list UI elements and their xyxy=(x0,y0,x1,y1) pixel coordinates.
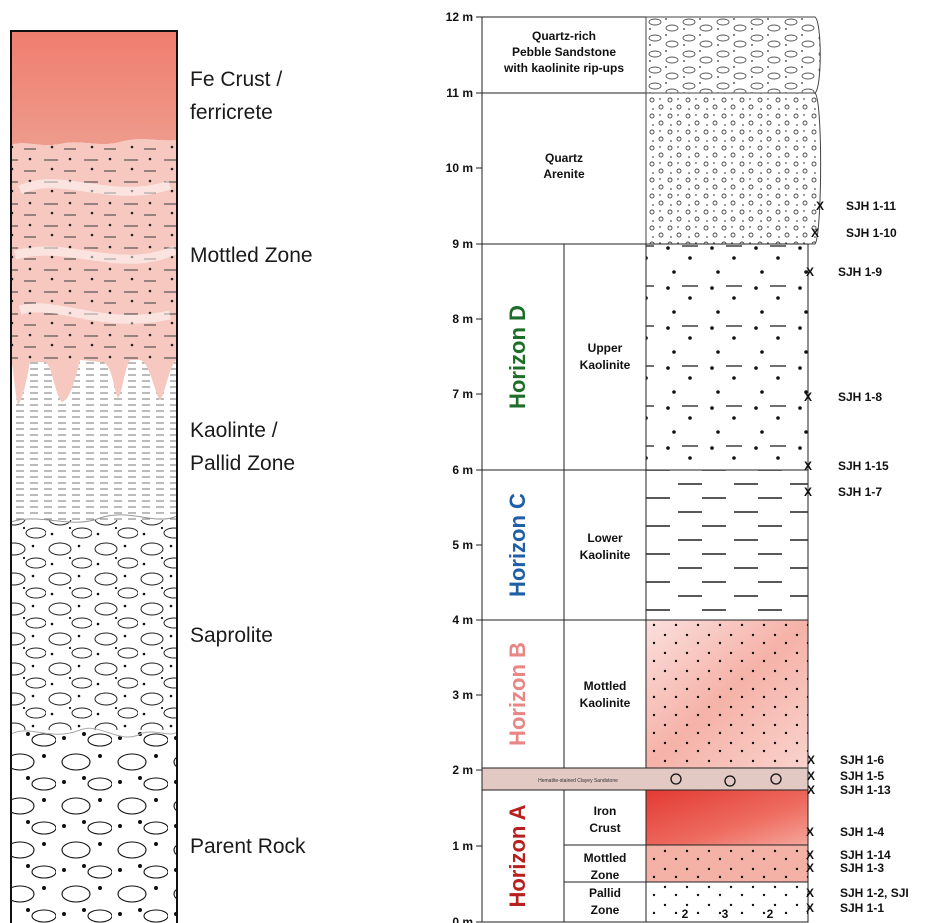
iron-crust-lithology xyxy=(645,789,809,846)
lower-kaolinite-lithology xyxy=(645,469,809,621)
fe-crust-zone xyxy=(11,31,177,146)
sample-label: SJH 1-13 xyxy=(840,783,891,797)
sample-label: SJH 1-11 xyxy=(846,199,896,213)
pebble-sandstone-unit xyxy=(481,16,647,94)
sample-x-marker: X xyxy=(806,901,814,915)
sample-x-marker: X xyxy=(816,199,824,213)
sample-label: SJH 1-1 xyxy=(840,901,884,915)
depth-tick-label: 7 m xyxy=(452,387,473,401)
sample-label: SJH 1-5 xyxy=(840,769,884,783)
sample-label: SJH 1-15 xyxy=(838,459,889,473)
depth-tick-label: 10 m xyxy=(446,161,473,175)
sample-x-marker: X xyxy=(806,825,814,839)
sample-markers: X SJH 1-11 X SJH 1-10 X SJH 1-9 X SJH 1-8 X SJH 1… xyxy=(804,199,909,915)
unit-labels: Quartz-rich Pebble Sandstone with kaolinit… xyxy=(503,29,774,921)
zone-label-4: Parent Rock xyxy=(190,835,306,858)
unit-label-6: Pallid Zone xyxy=(589,886,621,917)
quartz-arenite-label: Quartz Arenite xyxy=(543,151,585,181)
pallid-marker: 2 xyxy=(767,907,774,921)
sample-x-marker: X xyxy=(804,459,812,473)
sample-x-marker: X xyxy=(806,861,814,875)
sample-x-marker: X xyxy=(804,485,812,499)
unit-label-2: Mottled Kaolinite xyxy=(580,679,631,710)
pebble-sandstone-lithology xyxy=(645,16,821,94)
depth-tick-label: 4 m xyxy=(452,613,473,627)
profile-zone-labels: Fe Crust / ferricrete Mottled Zone Kaolinte… xyxy=(190,68,313,858)
sample-x-marker: X xyxy=(807,769,815,783)
unit-label-4: Iron Crust xyxy=(589,804,620,835)
horizon-label: Horizon D xyxy=(505,305,530,409)
sample-label: SJH 1-4 xyxy=(840,825,884,839)
depth-tick-label: 8 m xyxy=(452,312,473,326)
depth-tick-label: 1 m xyxy=(452,839,473,853)
unit-label-5: Mottled Zone xyxy=(584,851,627,882)
sample-label: SJH 1-2, SJI xyxy=(840,886,909,900)
hematite-sandstone-label: Hematite-stained Clayey Sandstone xyxy=(538,778,618,784)
sample-label: SJH 1-9 xyxy=(838,265,882,279)
quartz-arenite-lithology xyxy=(645,92,822,245)
depth-tick-label: 11 m xyxy=(446,86,473,100)
pallid-marker: 3 xyxy=(722,907,729,921)
sample-label: SJH 1-7 xyxy=(838,485,882,499)
sample-x-marker: X xyxy=(804,390,812,404)
sample-label: SJH 1-8 xyxy=(838,390,882,404)
horizon-label: Horizon B xyxy=(505,642,530,746)
saprolite-zone xyxy=(11,520,177,730)
sample-label: SJH 1-6 xyxy=(840,753,884,767)
profile-outline xyxy=(10,30,178,923)
pebble-sandstone-label: Quartz-rich Pebble Sandstone with kaolinit… xyxy=(503,29,624,75)
horizon-label: Horizon C xyxy=(505,493,530,597)
horizon-labels: Horizon D Horizon C Horizon B Horizon A xyxy=(505,305,530,907)
sample-x-marker: X xyxy=(806,886,814,900)
depth-tick-label: 3 m xyxy=(452,688,473,702)
depth-tick-label: 6 m xyxy=(452,463,473,477)
zone-label-1: Mottled Zone xyxy=(190,244,313,267)
pallid-marker: 2 xyxy=(682,907,689,921)
upper-kaolinite-lithology xyxy=(645,243,809,471)
sample-label: SJH 1-14 xyxy=(840,848,891,862)
sample-label: SJH 1-3 xyxy=(840,861,884,875)
unit-label-1: Lower Kaolinite xyxy=(580,531,631,562)
zone-label-0: Fe Crust / ferricrete xyxy=(190,68,282,124)
depth-tick-label: 0 m xyxy=(452,915,473,923)
parent-rock-zone xyxy=(11,730,177,923)
sample-x-marker: X xyxy=(811,226,819,240)
sample-label: SJH 1-10 xyxy=(846,226,897,240)
sample-x-marker: X xyxy=(807,753,815,767)
depth-tick-label: 5 m xyxy=(452,538,473,552)
unit-label-0: Upper Kaolinite xyxy=(580,341,631,372)
depth-axis: 0 m 1 m 2 m 3 m 4 m 5 m 6 m 7 m 8 m 9 m 10 m 11 m 12… xyxy=(446,10,482,923)
zone-label-3: Saprolite xyxy=(190,624,273,647)
sample-x-marker: X xyxy=(806,848,814,862)
hematite-sandstone-bed xyxy=(481,767,809,791)
pallid-zone xyxy=(11,400,177,520)
stratigraphic-column xyxy=(481,16,822,923)
sample-x-marker: X xyxy=(806,265,814,279)
depth-tick-label: 9 m xyxy=(452,237,473,251)
depth-tick-label: 12 m xyxy=(446,10,473,24)
horizon-label: Horizon A xyxy=(505,804,530,907)
depth-tick-label: 2 m xyxy=(452,763,473,777)
zone-label-2: Kaolinte / Pallid Zone xyxy=(190,419,295,475)
sample-x-marker: X xyxy=(807,783,815,797)
weathering-profile-column xyxy=(10,30,178,923)
